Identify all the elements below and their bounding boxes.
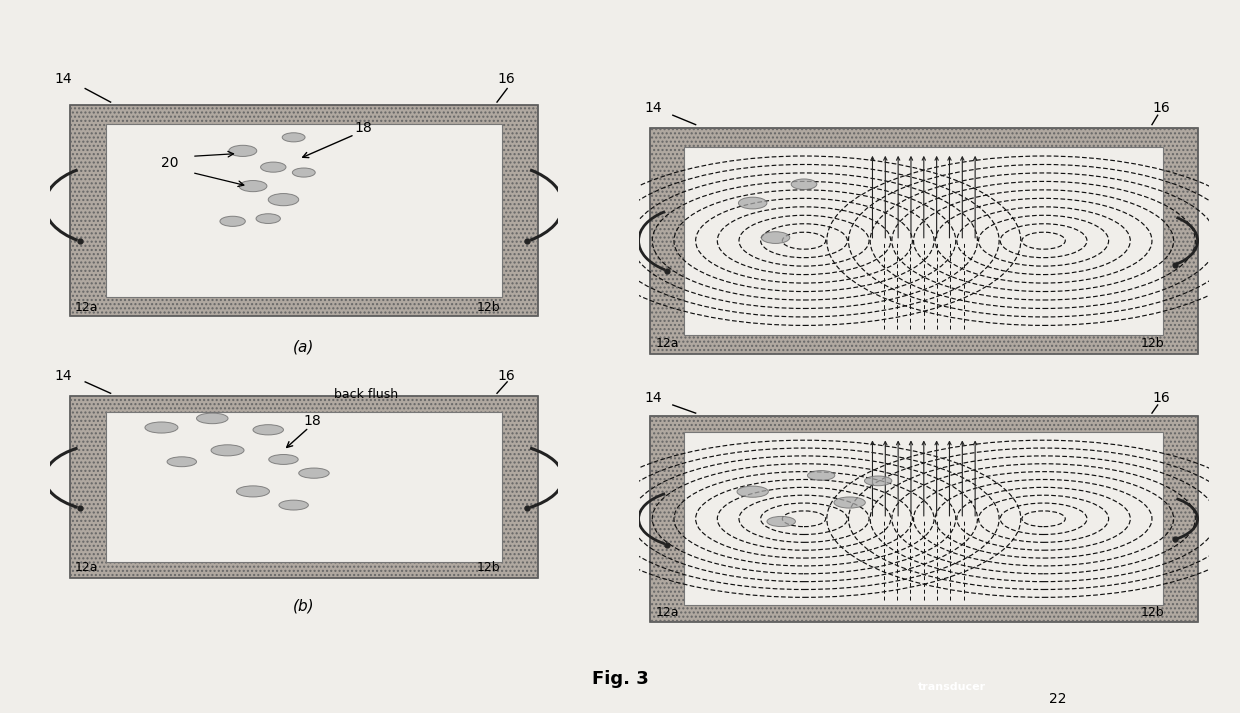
Text: 12b: 12b	[476, 561, 500, 574]
Text: 16: 16	[1152, 391, 1169, 405]
Bar	[873, 407, 1032, 438]
Ellipse shape	[739, 198, 766, 209]
Text: 12b: 12b	[1141, 606, 1164, 620]
Bar	[650, 128, 1198, 354]
Text: 22: 22	[1049, 692, 1066, 706]
Bar	[69, 396, 538, 578]
Bar	[105, 124, 502, 297]
Ellipse shape	[145, 422, 179, 433]
Text: 12b: 12b	[1141, 337, 1164, 350]
Ellipse shape	[279, 500, 309, 510]
Ellipse shape	[283, 133, 305, 142]
Text: 14: 14	[645, 101, 662, 115]
Ellipse shape	[766, 516, 796, 527]
Ellipse shape	[253, 425, 284, 435]
Ellipse shape	[791, 179, 817, 190]
Bar	[684, 432, 1163, 605]
Text: 12a: 12a	[76, 301, 98, 314]
Ellipse shape	[761, 232, 790, 243]
Text: (b): (b)	[293, 598, 315, 613]
Bar	[69, 105, 538, 316]
Ellipse shape	[196, 413, 228, 424]
Bar	[69, 396, 538, 578]
Ellipse shape	[211, 445, 244, 456]
Ellipse shape	[260, 162, 286, 173]
Ellipse shape	[299, 468, 330, 478]
Bar	[873, 673, 1032, 700]
Bar	[650, 128, 1198, 354]
Text: (a): (a)	[293, 339, 315, 354]
Bar	[105, 411, 502, 562]
Ellipse shape	[167, 457, 196, 467]
Text: 12a: 12a	[656, 337, 680, 350]
Text: back flush: back flush	[335, 388, 398, 401]
Ellipse shape	[268, 193, 299, 206]
Ellipse shape	[807, 471, 835, 481]
Text: transducer: transducer	[919, 418, 986, 428]
Ellipse shape	[255, 214, 280, 223]
Bar	[69, 105, 538, 316]
Text: 14: 14	[55, 369, 72, 383]
Text: 16: 16	[1152, 101, 1169, 115]
Text: 14: 14	[55, 72, 72, 86]
Ellipse shape	[864, 476, 892, 486]
Ellipse shape	[237, 486, 269, 497]
Text: 22: 22	[1049, 431, 1066, 444]
Ellipse shape	[219, 216, 246, 227]
Text: Fig. 3: Fig. 3	[591, 670, 649, 689]
Ellipse shape	[229, 145, 257, 156]
Text: (c): (c)	[732, 448, 751, 463]
Text: 16: 16	[497, 72, 515, 86]
Text: transducer: transducer	[919, 682, 986, 692]
Bar	[650, 416, 1198, 622]
Text: 12a: 12a	[656, 606, 680, 620]
Text: 20: 20	[161, 156, 179, 170]
Text: 14: 14	[645, 391, 662, 405]
Bar	[684, 147, 1163, 335]
Ellipse shape	[737, 486, 769, 497]
Ellipse shape	[239, 180, 267, 192]
Text: 18: 18	[304, 414, 321, 429]
Text: 12a: 12a	[76, 561, 98, 574]
Text: 12b: 12b	[476, 301, 500, 314]
Ellipse shape	[293, 168, 315, 177]
Text: 18: 18	[355, 121, 372, 135]
Ellipse shape	[835, 497, 866, 508]
Bar	[650, 416, 1198, 622]
Ellipse shape	[269, 454, 298, 464]
Text: 16: 16	[497, 369, 515, 383]
